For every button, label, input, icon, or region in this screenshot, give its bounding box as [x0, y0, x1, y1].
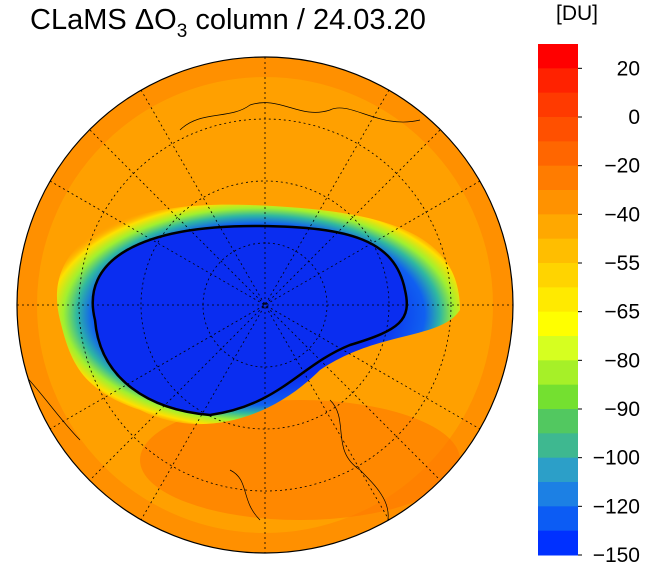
colorbar-band [538, 44, 578, 69]
colorbar-band [538, 311, 578, 337]
colorbar-tick-label: −20 [604, 155, 640, 178]
colorbar-band [538, 384, 578, 410]
colorbar-band [538, 117, 578, 142]
colorbar-unit: [DU] [556, 2, 598, 25]
colorbar-band [538, 530, 578, 556]
colorbar-band [538, 141, 578, 167]
colorbar-tick-label: 0 [628, 106, 640, 129]
colorbar-band [538, 482, 578, 507]
colorbar-band [538, 68, 578, 94]
colorbar-band [538, 263, 578, 288]
title: CLaMS ΔO3 column / 24.03.20 [30, 4, 426, 42]
colorbar-band [538, 165, 578, 191]
colorbar-tick-label: 20 [617, 57, 640, 80]
colorbar-tick-label: −90 [604, 398, 640, 421]
colorbar-tick-label: −120 [593, 495, 640, 518]
map [17, 57, 513, 553]
colorbar-band [538, 238, 578, 264]
map-border [16, 56, 514, 554]
colorbar-band [538, 506, 578, 532]
colorbar-band [538, 287, 578, 313]
colorbar-band [538, 360, 578, 386]
colorbar-band [538, 336, 578, 361]
colorbar-band [538, 433, 578, 459]
colorbar-tick-label: −40 [604, 203, 640, 226]
colorbar-band [538, 457, 578, 483]
colorbar-tick-label: −80 [604, 349, 640, 372]
colorbar-tick-label: −150 [593, 544, 640, 565]
colorbar-tick-label: −100 [593, 447, 640, 470]
colorbar-tick-label: −65 [604, 301, 640, 324]
colorbar-band [538, 92, 578, 118]
colorbar-tick-label: −55 [604, 252, 640, 275]
colorbar-band [538, 214, 578, 240]
colorbar-band [538, 190, 578, 215]
colorbar: 20 0 −20 −40 −55 −65 −80 −90 −100 −120 −150 [538, 44, 640, 565]
colorbar-band [538, 409, 578, 434]
